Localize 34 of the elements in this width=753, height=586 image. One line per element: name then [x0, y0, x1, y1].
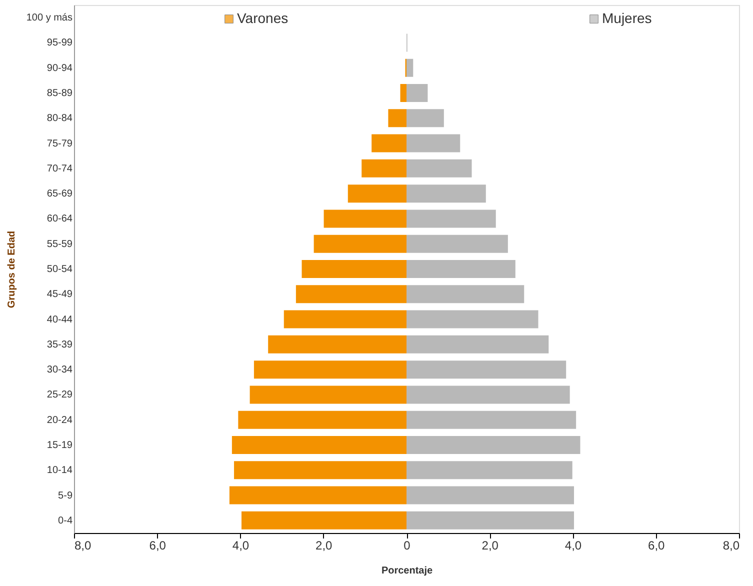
y-tick-label: 35-39: [46, 339, 73, 350]
x-tick-label: 4,0: [232, 538, 250, 552]
y-tick-label: 40-44: [46, 314, 73, 326]
y-tick-label: 5-9: [58, 490, 73, 502]
y-tick-label: 80-84: [46, 113, 73, 124]
x-tick-label: 6,0: [648, 538, 666, 552]
y-tick-label: 95-99: [46, 38, 73, 49]
y-tick-label: 100 y más: [26, 12, 72, 24]
legend-label: Varones: [237, 10, 288, 26]
y-tick-label: 45-49: [46, 289, 73, 300]
x-tick-label: 2,0: [482, 538, 499, 552]
y-tick-label: 25-29: [46, 390, 73, 401]
y-tick-label: 50-54: [46, 264, 73, 275]
y-axis-title: Grupos de Edad: [6, 230, 18, 308]
y-tick-label: 55-59: [46, 238, 73, 250]
y-tick-label: 75-79: [46, 138, 73, 150]
y-tick-label: 65-69: [46, 188, 73, 200]
legend-label: Mujeres: [602, 10, 652, 26]
y-tick-label: 70-74: [46, 163, 73, 174]
x-tick-label: 8,0: [74, 538, 92, 552]
y-tick-label: 15-19: [46, 440, 73, 451]
y-tick-label: 20-24: [46, 414, 73, 426]
y-tick-label: 0-4: [58, 515, 73, 526]
y-tick-label: 10-14: [46, 465, 73, 476]
x-axis-title: Porcentaje: [381, 566, 433, 576]
x-tick-label: 8,0: [722, 538, 740, 552]
x-tick-label: 6,0: [149, 538, 166, 552]
x-tick-label: 2,0: [316, 538, 333, 552]
y-tick-label: 30-34: [46, 364, 73, 376]
x-tick-label: 0: [404, 538, 411, 552]
y-tick-label: 60-64: [46, 214, 73, 225]
y-tick-label: 90-94: [46, 62, 73, 74]
y-tick-label: 85-89: [46, 88, 73, 99]
x-tick-label: 4,0: [564, 538, 582, 552]
